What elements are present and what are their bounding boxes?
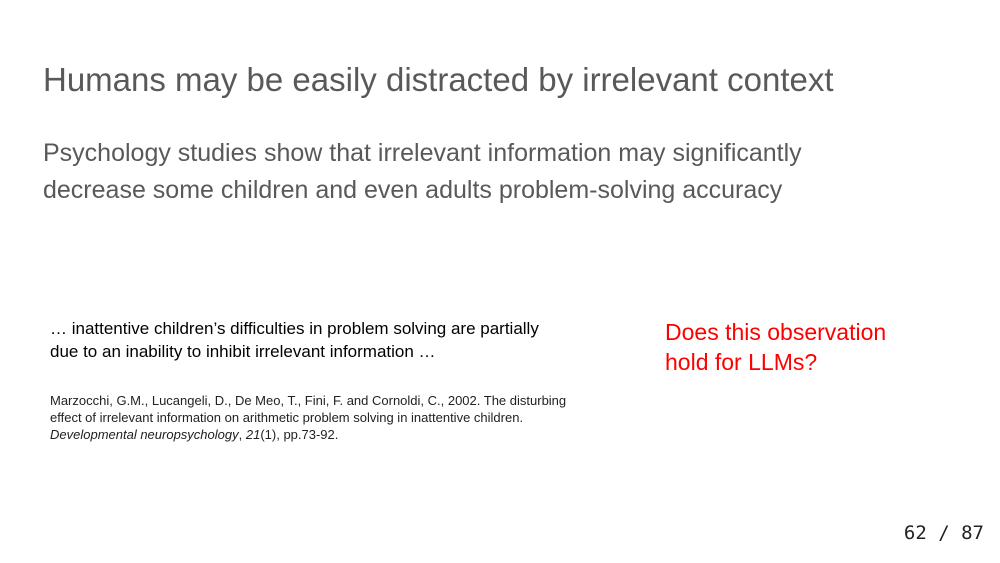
quote-line: due to an inability to inhibit irrelevan… (50, 342, 436, 361)
citation-line: Developmental neuropsychology, 21(1), pp… (50, 426, 630, 443)
subtitle-line: decrease some children and even adults p… (43, 176, 783, 204)
citation-line: Marzocchi, G.M., Lucangeli, D., De Meo, … (50, 393, 567, 408)
citation-volume: 21 (245, 427, 261, 442)
quote-line: … inattentive children’s difficulties in… (50, 319, 539, 338)
question-line: hold for LLMs? (665, 349, 818, 375)
page-number: 62 / 87 (903, 522, 984, 544)
citation-pages: (1), pp.73-92. (260, 427, 339, 442)
citation-separator: , (238, 427, 246, 442)
citation-journal: Developmental neuropsychology (50, 427, 239, 442)
subtitle-line: Psychology studies show that irrelevant … (43, 139, 802, 167)
quote-block: … inattentive children’s difficulties in… (50, 317, 630, 363)
slide-subtitle: Psychology studies show that irrelevant … (43, 135, 943, 209)
citation-line: effect of irrelevant information on arit… (50, 410, 524, 425)
question-line: Does this observation (665, 319, 887, 345)
slide-title: Humans may be easily distracted by irrel… (43, 61, 834, 98)
citation-reference: Marzocchi, G.M., Lucangeli, D., De Meo, … (50, 392, 630, 443)
question-callout: Does this observation hold for LLMs? (665, 317, 965, 377)
